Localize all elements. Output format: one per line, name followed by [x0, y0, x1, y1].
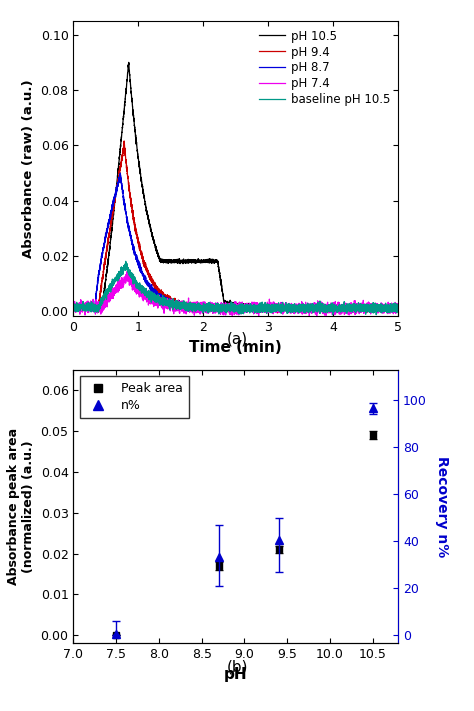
pH 10.5 — [393, 303, 399, 311]
pH 8.7 — [149, 285, 155, 294]
Line: baseline pH 10.5: baseline pH 10.5 — [73, 261, 398, 315]
Line: pH 9.4: pH 9.4 — [73, 141, 398, 313]
Y-axis label: Absorbance peak area
(normalized) (a.u.): Absorbance peak area (normalized) (a.u.) — [7, 428, 35, 585]
baseline pH 10.5 — [123, 257, 128, 265]
pH 8.7 — [242, 309, 247, 317]
pH 10.5 — [146, 218, 152, 226]
pH 10.5 — [149, 231, 155, 240]
pH 9.4 — [149, 276, 155, 284]
pH 7.4 — [395, 302, 401, 311]
pH 8.7 — [216, 304, 222, 313]
pH 7.4 — [193, 301, 199, 309]
pH 9.4 — [274, 309, 280, 317]
Legend: Peak area, n%: Peak area, n% — [80, 376, 189, 418]
pH 10.5 — [71, 302, 76, 311]
pH 10.5 — [395, 305, 401, 314]
pH 9.4 — [393, 308, 399, 316]
pH 9.4 — [71, 305, 76, 314]
pH 8.7 — [148, 284, 154, 293]
pH 7.4 — [146, 296, 152, 304]
pH 7.4 — [124, 267, 130, 276]
baseline pH 10.5 — [393, 307, 399, 316]
Line: pH 8.7: pH 8.7 — [73, 173, 398, 313]
pH 10.5 — [148, 226, 154, 235]
pH 7.4 — [71, 301, 76, 310]
pH 7.4 — [148, 293, 154, 301]
pH 10.5 — [193, 258, 199, 267]
pH 10.5 — [216, 267, 222, 275]
baseline pH 10.5 — [193, 304, 199, 313]
pH 9.4 — [121, 137, 127, 145]
pH 7.4 — [216, 301, 222, 310]
pH 7.4 — [314, 313, 319, 321]
pH 10.5 — [126, 58, 131, 67]
Text: (b): (b) — [226, 659, 248, 674]
pH 10.5 — [98, 307, 104, 316]
pH 8.7 — [393, 303, 399, 311]
baseline pH 10.5 — [148, 290, 154, 299]
Y-axis label: Absorbance (raw) (a.u.): Absorbance (raw) (a.u.) — [22, 80, 35, 258]
baseline pH 10.5 — [71, 304, 76, 313]
pH 8.7 — [395, 303, 401, 311]
pH 8.7 — [118, 169, 123, 178]
pH 8.7 — [146, 280, 152, 289]
pH 7.4 — [393, 309, 399, 318]
Legend: pH 10.5, pH 9.4, pH 8.7, pH 7.4, baseline pH 10.5: pH 10.5, pH 9.4, pH 8.7, pH 7.4, baselin… — [254, 25, 395, 111]
pH 9.4 — [193, 302, 199, 311]
pH 8.7 — [193, 302, 199, 311]
pH 9.4 — [148, 274, 154, 283]
baseline pH 10.5 — [330, 311, 336, 319]
Text: (a): (a) — [227, 332, 247, 347]
pH 9.4 — [146, 270, 152, 279]
pH 9.4 — [216, 304, 222, 312]
pH 8.7 — [71, 302, 76, 311]
pH 7.4 — [149, 294, 155, 303]
Line: pH 7.4: pH 7.4 — [73, 272, 398, 317]
Y-axis label: Recovery n%: Recovery n% — [435, 456, 449, 557]
X-axis label: pH: pH — [224, 667, 247, 682]
baseline pH 10.5 — [149, 294, 155, 302]
baseline pH 10.5 — [395, 304, 401, 313]
pH 9.4 — [395, 305, 401, 314]
Line: pH 10.5: pH 10.5 — [73, 63, 398, 311]
baseline pH 10.5 — [146, 289, 152, 298]
X-axis label: Time (min): Time (min) — [190, 340, 282, 355]
baseline pH 10.5 — [216, 305, 222, 314]
